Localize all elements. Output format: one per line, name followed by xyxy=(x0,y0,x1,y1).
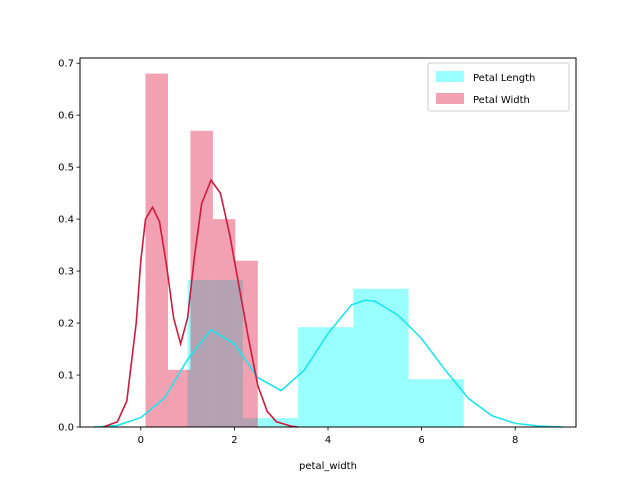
histogram-bars xyxy=(145,73,464,427)
petal-length-bar xyxy=(187,279,243,427)
petal-width-bar xyxy=(212,219,236,427)
petal-width-legend-label: Petal Width xyxy=(473,95,530,106)
y-tick-label: 0.2 xyxy=(58,319,74,330)
petal-width-bar xyxy=(235,260,258,427)
axes: 0 2 4 6 8 0.0 0.1 0.2 0.3 0.4 0.5 0.6 0.7 xyxy=(58,57,577,446)
petal-length-bar xyxy=(242,418,299,427)
legend-box xyxy=(427,62,570,112)
petal-width-bar xyxy=(190,130,213,427)
legend: Petal Length Petal Width xyxy=(427,62,570,112)
kde-curves xyxy=(93,178,563,428)
x-tick-label: 0 xyxy=(138,435,144,446)
petal-width-kde-line xyxy=(103,178,298,428)
x-tick-label: 8 xyxy=(512,435,518,446)
petal-length-bar xyxy=(353,288,409,427)
x-tick-label: 6 xyxy=(418,435,424,446)
y-tick-label: 0.5 xyxy=(58,163,74,174)
x-axis-label: petal_width xyxy=(299,461,357,472)
y-tick-label: 0.3 xyxy=(58,267,74,278)
y-tick-label: 0.1 xyxy=(58,371,74,382)
x-tick-label: 4 xyxy=(325,435,331,446)
y-tick-label: 0.4 xyxy=(58,215,74,226)
x-tick-label: 2 xyxy=(231,435,237,446)
petal-length-legend-swatch xyxy=(436,71,464,82)
petal-length-kde-line xyxy=(93,299,563,428)
y-tick-label: 0.6 xyxy=(58,111,74,122)
y-tick-label: 0.7 xyxy=(58,59,74,70)
petal-length-legend-label: Petal Length xyxy=(473,73,535,84)
petal-length-bar xyxy=(298,327,354,427)
y-tick-label: 0.0 xyxy=(58,423,74,434)
petal-width-legend-swatch xyxy=(436,93,464,104)
petal-width-bar xyxy=(145,73,168,427)
petal-length-bar xyxy=(408,379,464,427)
petal-width-bar xyxy=(167,369,191,427)
